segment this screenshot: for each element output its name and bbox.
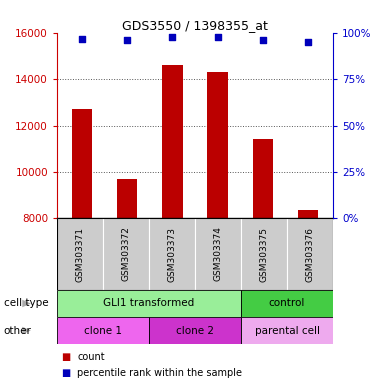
Text: control: control — [269, 298, 305, 308]
Bar — [117, 179, 137, 218]
Text: clone 1: clone 1 — [84, 326, 122, 336]
Bar — [287, 218, 333, 290]
Bar — [195, 218, 241, 290]
Bar — [72, 109, 92, 218]
Title: GDS3550 / 1398355_at: GDS3550 / 1398355_at — [122, 19, 268, 32]
Bar — [149, 317, 241, 344]
Bar — [298, 210, 318, 218]
Polygon shape — [22, 300, 31, 307]
Bar — [207, 72, 228, 218]
Point — [215, 34, 221, 40]
Bar — [149, 218, 195, 290]
Text: parental cell: parental cell — [255, 326, 319, 336]
Text: GSM303374: GSM303374 — [213, 227, 223, 281]
Text: GSM303373: GSM303373 — [167, 227, 177, 281]
Text: ■: ■ — [61, 352, 70, 362]
Bar — [241, 290, 333, 317]
Point — [79, 35, 85, 41]
Text: percentile rank within the sample: percentile rank within the sample — [78, 368, 242, 378]
Point — [170, 34, 175, 40]
Text: GSM303375: GSM303375 — [259, 227, 269, 281]
Text: clone 2: clone 2 — [176, 326, 214, 336]
Point — [305, 39, 311, 45]
Point — [260, 37, 266, 43]
Text: GLI1 transformed: GLI1 transformed — [104, 298, 195, 308]
Bar — [57, 218, 103, 290]
Text: cell type: cell type — [4, 298, 48, 308]
Text: ■: ■ — [61, 368, 70, 378]
Bar — [241, 218, 287, 290]
Text: other: other — [4, 326, 32, 336]
Bar — [103, 218, 149, 290]
Text: GSM303372: GSM303372 — [121, 227, 131, 281]
Bar — [57, 290, 241, 317]
Bar — [241, 317, 333, 344]
Text: count: count — [78, 352, 105, 362]
Bar — [253, 139, 273, 218]
Point — [124, 37, 130, 43]
Polygon shape — [22, 327, 31, 334]
Bar — [162, 65, 183, 218]
Text: GSM303376: GSM303376 — [305, 227, 315, 281]
Text: GSM303371: GSM303371 — [76, 227, 85, 281]
Bar — [57, 317, 149, 344]
